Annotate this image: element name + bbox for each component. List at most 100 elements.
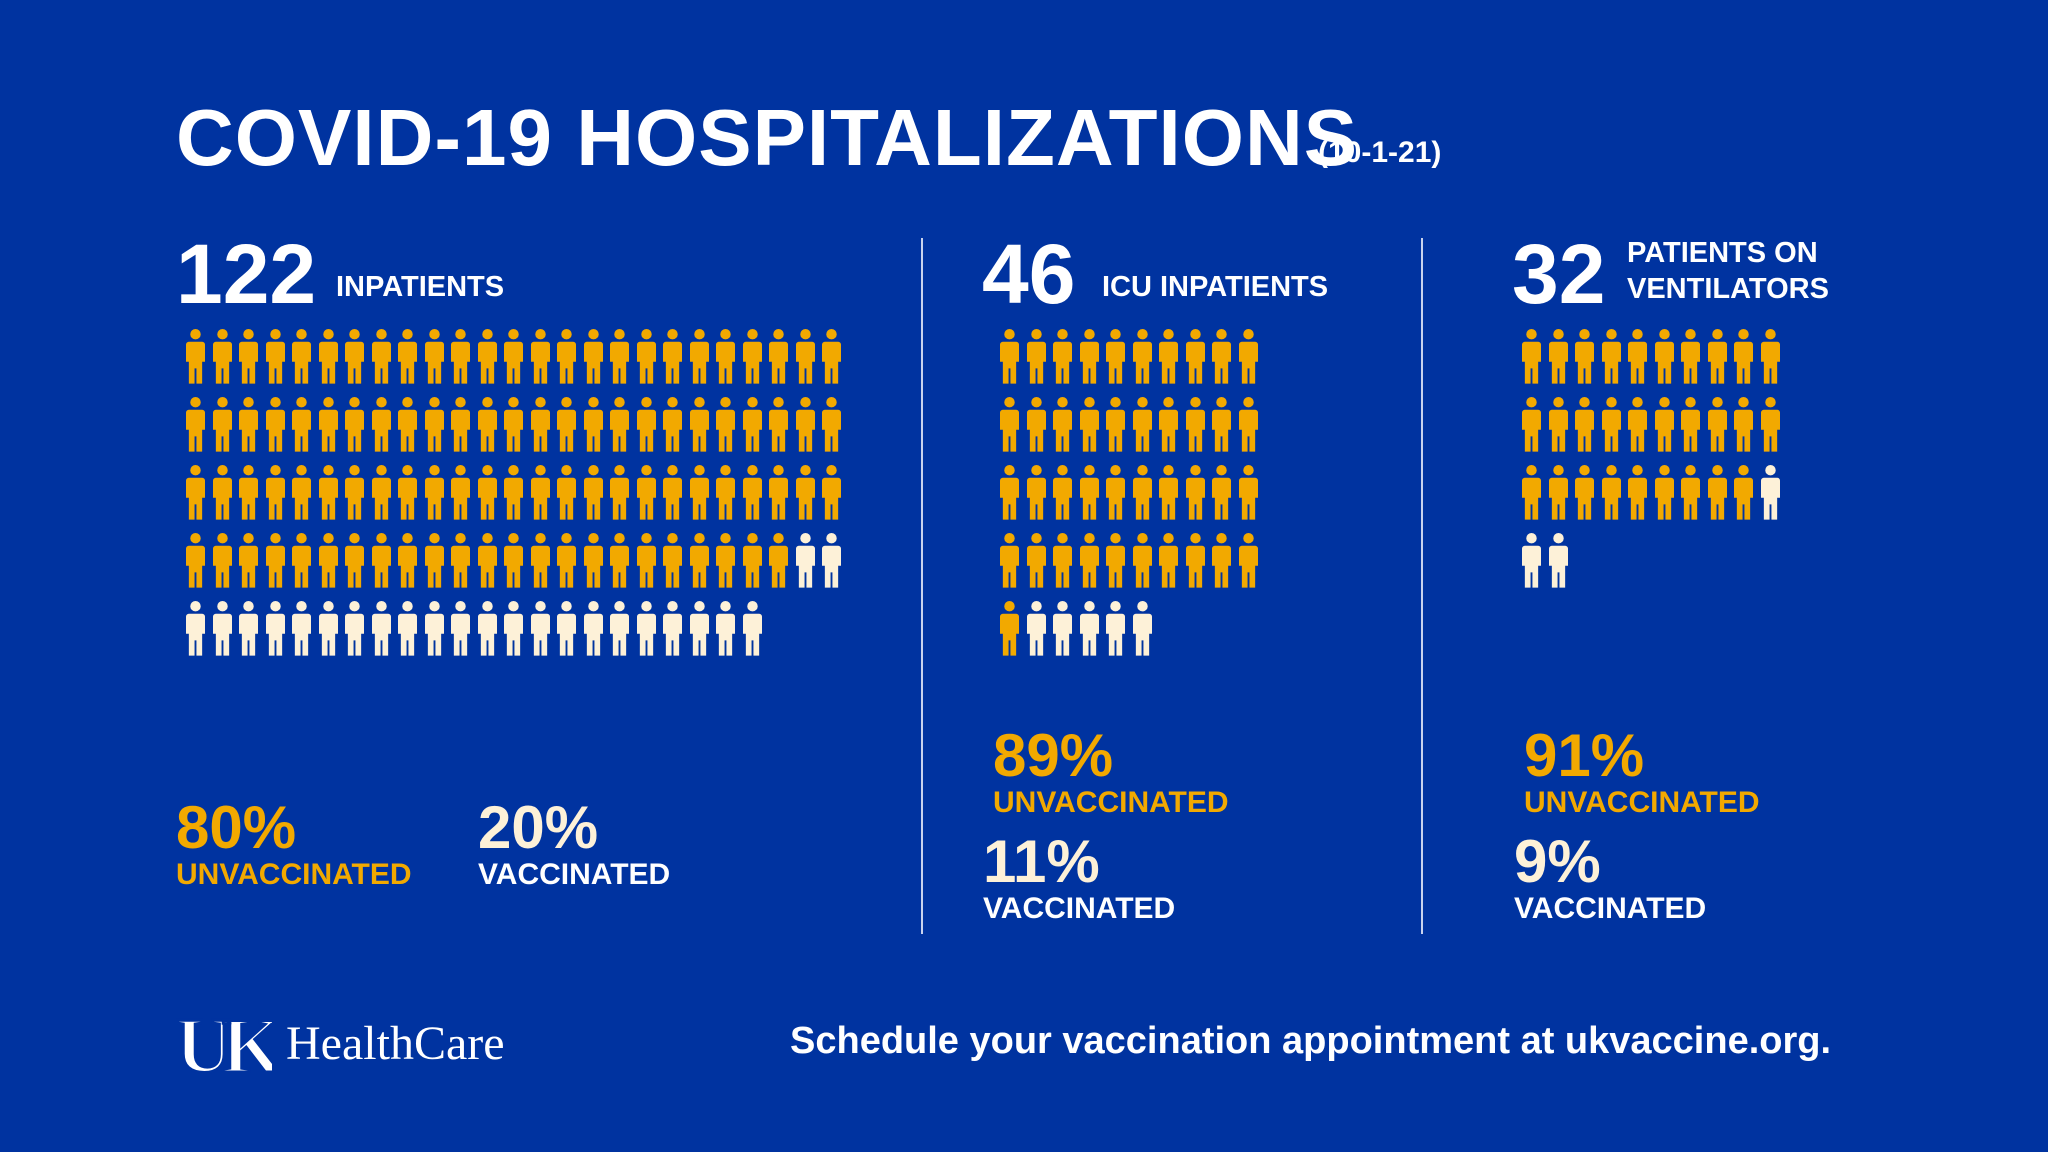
person-icon-unvaccinated	[292, 396, 311, 452]
person-icon-unvaccinated	[1548, 464, 1568, 520]
person-icon-vaccinated	[742, 600, 762, 656]
person-icon-unvaccinated	[345, 396, 364, 452]
person-icon-unvaccinated	[1079, 328, 1099, 384]
person-icon-unvaccinated	[1026, 328, 1046, 384]
person-icon-unvaccinated	[1707, 328, 1727, 384]
person-icon-unvaccinated	[663, 464, 682, 520]
person-icon-unvaccinated	[530, 328, 550, 384]
person-icon-unvaccinated	[1159, 328, 1178, 384]
person-icon-unvaccinated	[1212, 396, 1231, 452]
ventilators-vaccinated-pct: 9%	[1514, 828, 1601, 895]
person-icon-unvaccinated	[557, 464, 576, 520]
person-icon-vaccinated	[451, 600, 470, 656]
divider	[1421, 238, 1423, 934]
person-icon-unvaccinated	[239, 464, 258, 520]
person-icon-unvaccinated	[1000, 464, 1019, 520]
person-icon-vaccinated	[212, 600, 232, 656]
person-icon-unvaccinated	[265, 464, 285, 520]
person-icon-unvaccinated	[477, 396, 497, 452]
person-icon-unvaccinated	[1132, 328, 1152, 384]
person-icon-unvaccinated	[716, 464, 735, 520]
person-icon-unvaccinated	[318, 328, 338, 384]
person-icon-unvaccinated	[636, 532, 656, 588]
person-icon-unvaccinated	[1575, 464, 1594, 520]
person-icon-unvaccinated	[504, 464, 523, 520]
person-icon-unvaccinated	[663, 328, 682, 384]
inpatients-unvaccinated-pct: 80%	[176, 794, 297, 861]
person-icon-unvaccinated	[1522, 464, 1541, 520]
person-icon-unvaccinated	[636, 396, 656, 452]
person-icon-unvaccinated	[1654, 464, 1674, 520]
person-icon-unvaccinated	[477, 532, 497, 588]
person-icon-vaccinated	[557, 600, 576, 656]
person-icon-unvaccinated	[1079, 396, 1099, 452]
ventilators-count: 32	[1512, 227, 1606, 321]
person-icon-unvaccinated	[769, 396, 788, 452]
person-icon-unvaccinated	[1106, 464, 1125, 520]
person-icon-unvaccinated	[265, 396, 285, 452]
person-icon-unvaccinated	[1522, 396, 1541, 452]
person-icon-unvaccinated	[583, 532, 603, 588]
person-icon-unvaccinated	[557, 532, 576, 588]
ventilators-pictogram	[1522, 328, 1787, 590]
person-icon-unvaccinated	[398, 396, 417, 452]
person-icon-unvaccinated	[583, 396, 603, 452]
icu-vaccinated-pct: 11%	[983, 828, 1100, 895]
ventilators-unvaccinated-label: UNVACCINATED	[1524, 786, 1760, 819]
person-icon-unvaccinated	[1760, 396, 1780, 452]
person-icon-unvaccinated	[1707, 396, 1727, 452]
person-icon-unvaccinated	[318, 396, 338, 452]
person-icon-unvaccinated	[1734, 396, 1753, 452]
person-icon-unvaccinated	[1654, 396, 1674, 452]
person-icon-unvaccinated	[1575, 396, 1594, 452]
uk-logo: UK	[174, 1001, 294, 1091]
person-icon-unvaccinated	[451, 328, 470, 384]
person-icon-unvaccinated	[265, 532, 285, 588]
person-icon-unvaccinated	[769, 464, 788, 520]
person-icon-vaccinated	[1106, 600, 1125, 656]
person-icon-unvaccinated	[239, 328, 258, 384]
person-icon-unvaccinated	[1548, 328, 1568, 384]
person-icon-unvaccinated	[1238, 532, 1258, 588]
person-icon-unvaccinated	[212, 532, 232, 588]
inpatients-pictogram	[186, 328, 849, 658]
person-icon-vaccinated	[716, 600, 735, 656]
person-icon-unvaccinated	[239, 396, 258, 452]
ventilators-label-line2: VENTILATORS	[1627, 273, 1829, 305]
person-icon-vaccinated	[636, 600, 656, 656]
person-icon-unvaccinated	[530, 532, 550, 588]
person-icon-unvaccinated	[1132, 396, 1152, 452]
person-icon-unvaccinated	[1185, 328, 1205, 384]
person-icon-unvaccinated	[371, 464, 391, 520]
person-icon-unvaccinated	[530, 464, 550, 520]
person-icon-unvaccinated	[1106, 328, 1125, 384]
person-icon-unvaccinated	[398, 464, 417, 520]
person-icon-unvaccinated	[451, 396, 470, 452]
person-icon-unvaccinated	[504, 532, 523, 588]
person-icon-unvaccinated	[1707, 464, 1727, 520]
icu-pictogram	[1000, 328, 1265, 658]
person-icon-unvaccinated	[345, 464, 364, 520]
inpatients-unvaccinated-label: UNVACCINATED	[176, 858, 412, 891]
person-icon-unvaccinated	[345, 328, 364, 384]
person-icon-unvaccinated	[716, 396, 735, 452]
person-icon-vaccinated	[583, 600, 603, 656]
person-icon-unvaccinated	[345, 532, 364, 588]
person-icon-unvaccinated	[424, 396, 444, 452]
person-icon-unvaccinated	[1522, 328, 1541, 384]
person-icon-unvaccinated	[1212, 464, 1231, 520]
person-icon-unvaccinated	[716, 532, 735, 588]
person-icon-unvaccinated	[1000, 600, 1019, 656]
icu-unvaccinated-label: UNVACCINATED	[993, 786, 1229, 819]
date-label: (10-1-21)	[1318, 136, 1442, 169]
person-icon-unvaccinated	[1026, 464, 1046, 520]
person-icon-unvaccinated	[212, 464, 232, 520]
person-icon-unvaccinated	[1548, 396, 1568, 452]
healthcare-logo-text: HealthCare	[286, 1017, 505, 1070]
person-icon-unvaccinated	[292, 464, 311, 520]
person-icon-vaccinated	[504, 600, 523, 656]
person-icon-unvaccinated	[663, 532, 682, 588]
person-icon-unvaccinated	[1628, 464, 1647, 520]
person-icon-unvaccinated	[822, 464, 841, 520]
person-icon-vaccinated	[477, 600, 497, 656]
